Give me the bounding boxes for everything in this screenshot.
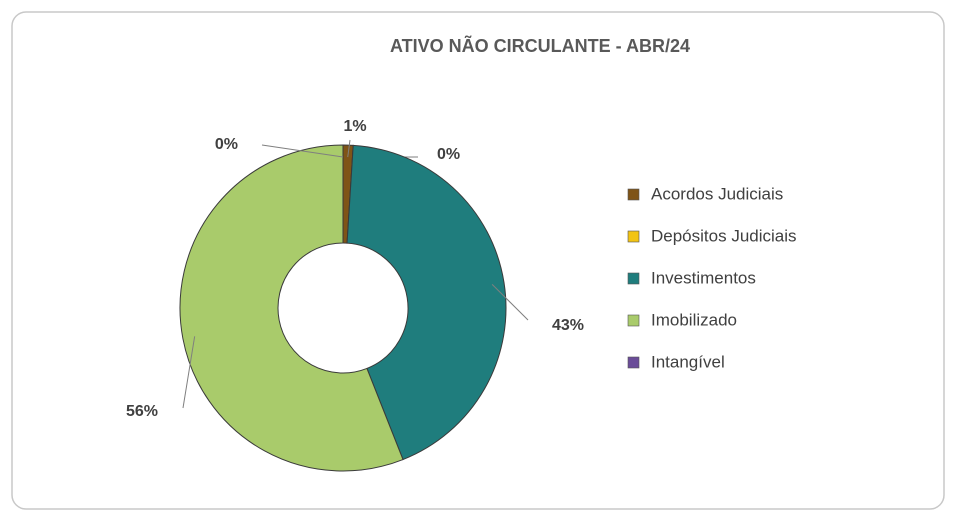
data-label: 0% bbox=[215, 136, 238, 153]
leader-line bbox=[347, 139, 351, 158]
chart-title: ATIVO NÃO CIRCULANTE - ABR/24 bbox=[390, 35, 690, 56]
data-label: 1% bbox=[343, 118, 366, 135]
donut-slice bbox=[346, 144, 507, 461]
donut-slice bbox=[179, 144, 404, 472]
legend-swatch bbox=[627, 188, 640, 201]
legend-label: Intangível bbox=[651, 352, 725, 371]
legend-swatch bbox=[627, 356, 640, 369]
leader-line bbox=[261, 144, 344, 158]
data-label: 0% bbox=[437, 146, 460, 163]
leader-line bbox=[182, 336, 196, 409]
legend-label: Investimentos bbox=[651, 268, 756, 287]
legend-label: Acordos Judiciais bbox=[651, 184, 783, 203]
legend-label: Imobilizado bbox=[651, 310, 737, 329]
leader-line bbox=[491, 284, 529, 321]
data-label: 43% bbox=[552, 317, 584, 334]
legend-swatch bbox=[627, 314, 640, 327]
legend-swatch bbox=[627, 272, 640, 285]
legend-swatch bbox=[627, 230, 640, 243]
legend-label: Depósitos Judiciais bbox=[651, 226, 797, 245]
data-label: 56% bbox=[126, 403, 158, 420]
